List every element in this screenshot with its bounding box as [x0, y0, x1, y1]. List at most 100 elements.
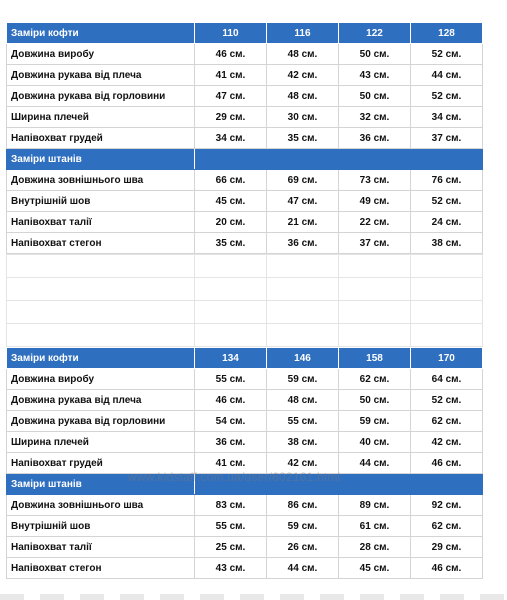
cell-value: 66 см. [194, 169, 267, 191]
cell-value: 44 см. [338, 452, 411, 474]
cell-value: 40 см. [338, 431, 411, 453]
cell-value: 21 см. [266, 211, 339, 233]
cell-value: 59 см. [266, 515, 339, 537]
cell-value: 52 см. [410, 389, 483, 411]
table-row: Ширина плечей 29 см. 30 см. 32 см. 34 см… [6, 106, 483, 128]
cell-value: 38 см. [266, 431, 339, 453]
cell-value: 46 см. [194, 43, 267, 65]
size-header: 146 [266, 347, 339, 369]
row-label: Напівохват грудей [6, 127, 195, 149]
cell-value: 42 см. [266, 452, 339, 474]
sub-header-row: Заміри штанів [6, 473, 483, 495]
row-label: Ширина плечей [6, 106, 195, 128]
cell-value: 46 см. [194, 389, 267, 411]
cell-value: 26 см. [266, 536, 339, 558]
header-label: Заміри кофти [6, 347, 195, 369]
cell-value: 92 см. [410, 494, 483, 516]
table-row: Довжина виробу 55 см. 59 см. 62 см. 64 с… [6, 368, 483, 390]
cell-value: 45 см. [338, 557, 411, 579]
table-row: Довжина рукава від плеча 46 см. 48 см. 5… [6, 389, 483, 411]
cell-value: 61 см. [338, 515, 411, 537]
cell-value: 35 см. [194, 232, 267, 254]
cell-value: 62 см. [410, 410, 483, 432]
empty-rows [6, 254, 483, 347]
cell-value: 36 см. [338, 127, 411, 149]
row-label: Напівохват стегон [6, 557, 195, 579]
cell-value: 30 см. [266, 106, 339, 128]
cell-value: 24 см. [410, 211, 483, 233]
size-header: 110 [194, 22, 267, 44]
size-header: 158 [338, 347, 411, 369]
bottom-edge [0, 594, 507, 600]
table-row: Довжина виробу 46 см. 48 см. 50 см. 52 с… [6, 43, 483, 65]
header-label: Заміри кофти [6, 22, 195, 44]
cell-value: 38 см. [410, 232, 483, 254]
cell-value: 22 см. [338, 211, 411, 233]
cell-value: 42 см. [266, 64, 339, 86]
cell-value: 34 см. [194, 127, 267, 149]
cell-value: 55 см. [266, 410, 339, 432]
cell-value: 44 см. [266, 557, 339, 579]
cell-value: 35 см. [266, 127, 339, 149]
row-label: Напівохват талії [6, 211, 195, 233]
row-label: Ширина плечей [6, 431, 195, 453]
cell-value: 83 см. [194, 494, 267, 516]
cell-value: 59 см. [266, 368, 339, 390]
cell-value: 54 см. [194, 410, 267, 432]
cell-value: 69 см. [266, 169, 339, 191]
row-label: Довжина зовнішнього шва [6, 169, 195, 191]
cell-value: 36 см. [266, 232, 339, 254]
size-header: 116 [266, 22, 339, 44]
header-row: Заміри кофти 134 146 158 170 [6, 347, 483, 369]
cell-value: 48 см. [266, 43, 339, 65]
table-row: Ширина плечей 36 см. 38 см. 40 см. 42 см… [6, 431, 483, 453]
size-table-1: Заміри кофти 110 116 122 128 Довжина вир… [6, 22, 483, 254]
row-label: Довжина рукава від плеча [6, 64, 195, 86]
table-row: Напівохват грудей 34 см. 35 см. 36 см. 3… [6, 127, 483, 149]
cell-value: 49 см. [338, 190, 411, 212]
cell-value: 50 см. [338, 85, 411, 107]
size-chart-sheet: Заміри кофти 110 116 122 128 Довжина вир… [6, 22, 483, 579]
size-header: 122 [338, 22, 411, 44]
table-row: Довжина рукава від горловини 47 см. 48 с… [6, 85, 483, 107]
cell-value: 34 см. [410, 106, 483, 128]
cell-value: 43 см. [194, 557, 267, 579]
cell-value: 73 см. [338, 169, 411, 191]
cell-value: 50 см. [338, 389, 411, 411]
table-row: Довжина рукава від горловини 54 см. 55 с… [6, 410, 483, 432]
cell-value: 55 см. [194, 515, 267, 537]
cell-value: 76 см. [410, 169, 483, 191]
cell-value: 37 см. [338, 232, 411, 254]
sub-header-row: Заміри штанів [6, 148, 483, 170]
row-label: Довжина виробу [6, 368, 195, 390]
cell-value: 28 см. [338, 536, 411, 558]
table-row: Напівохват талії 25 см. 26 см. 28 см. 29… [6, 536, 483, 558]
cell-value: 48 см. [266, 85, 339, 107]
cell-value: 46 см. [410, 557, 483, 579]
cell-value: 86 см. [266, 494, 339, 516]
cell-value: 37 см. [410, 127, 483, 149]
cell-value: 29 см. [194, 106, 267, 128]
row-label: Напівохват талії [6, 536, 195, 558]
table-row: Довжина зовнішнього шва 66 см. 69 см. 73… [6, 169, 483, 191]
table-row: Внутрішній шов 55 см. 59 см. 61 см. 62 с… [6, 515, 483, 537]
size-header: 170 [410, 347, 483, 369]
row-label: Напівохват стегон [6, 232, 195, 254]
size-table-2: Заміри кофти 134 146 158 170 Довжина вир… [6, 347, 483, 579]
table-row: Напівохват грудей 41 см. 42 см. 44 см. 4… [6, 452, 483, 474]
cell-value: 36 см. [194, 431, 267, 453]
table-row: Внутрішній шов 45 см. 47 см. 49 см. 52 с… [6, 190, 483, 212]
row-label: Довжина виробу [6, 43, 195, 65]
cell-value: 62 см. [338, 368, 411, 390]
header-row: Заміри кофти 110 116 122 128 [6, 22, 483, 44]
row-label: Довжина рукава від плеча [6, 389, 195, 411]
cell-value: 47 см. [266, 190, 339, 212]
sub-header-label: Заміри штанів [6, 148, 195, 170]
cell-value: 64 см. [410, 368, 483, 390]
table-row: Довжина зовнішнього шва 83 см. 86 см. 89… [6, 494, 483, 516]
cell-value: 32 см. [338, 106, 411, 128]
cell-value: 41 см. [194, 452, 267, 474]
table-row: Напівохват талії 20 см. 21 см. 22 см. 24… [6, 211, 483, 233]
cell-value: 89 см. [338, 494, 411, 516]
cell-value: 42 см. [410, 431, 483, 453]
